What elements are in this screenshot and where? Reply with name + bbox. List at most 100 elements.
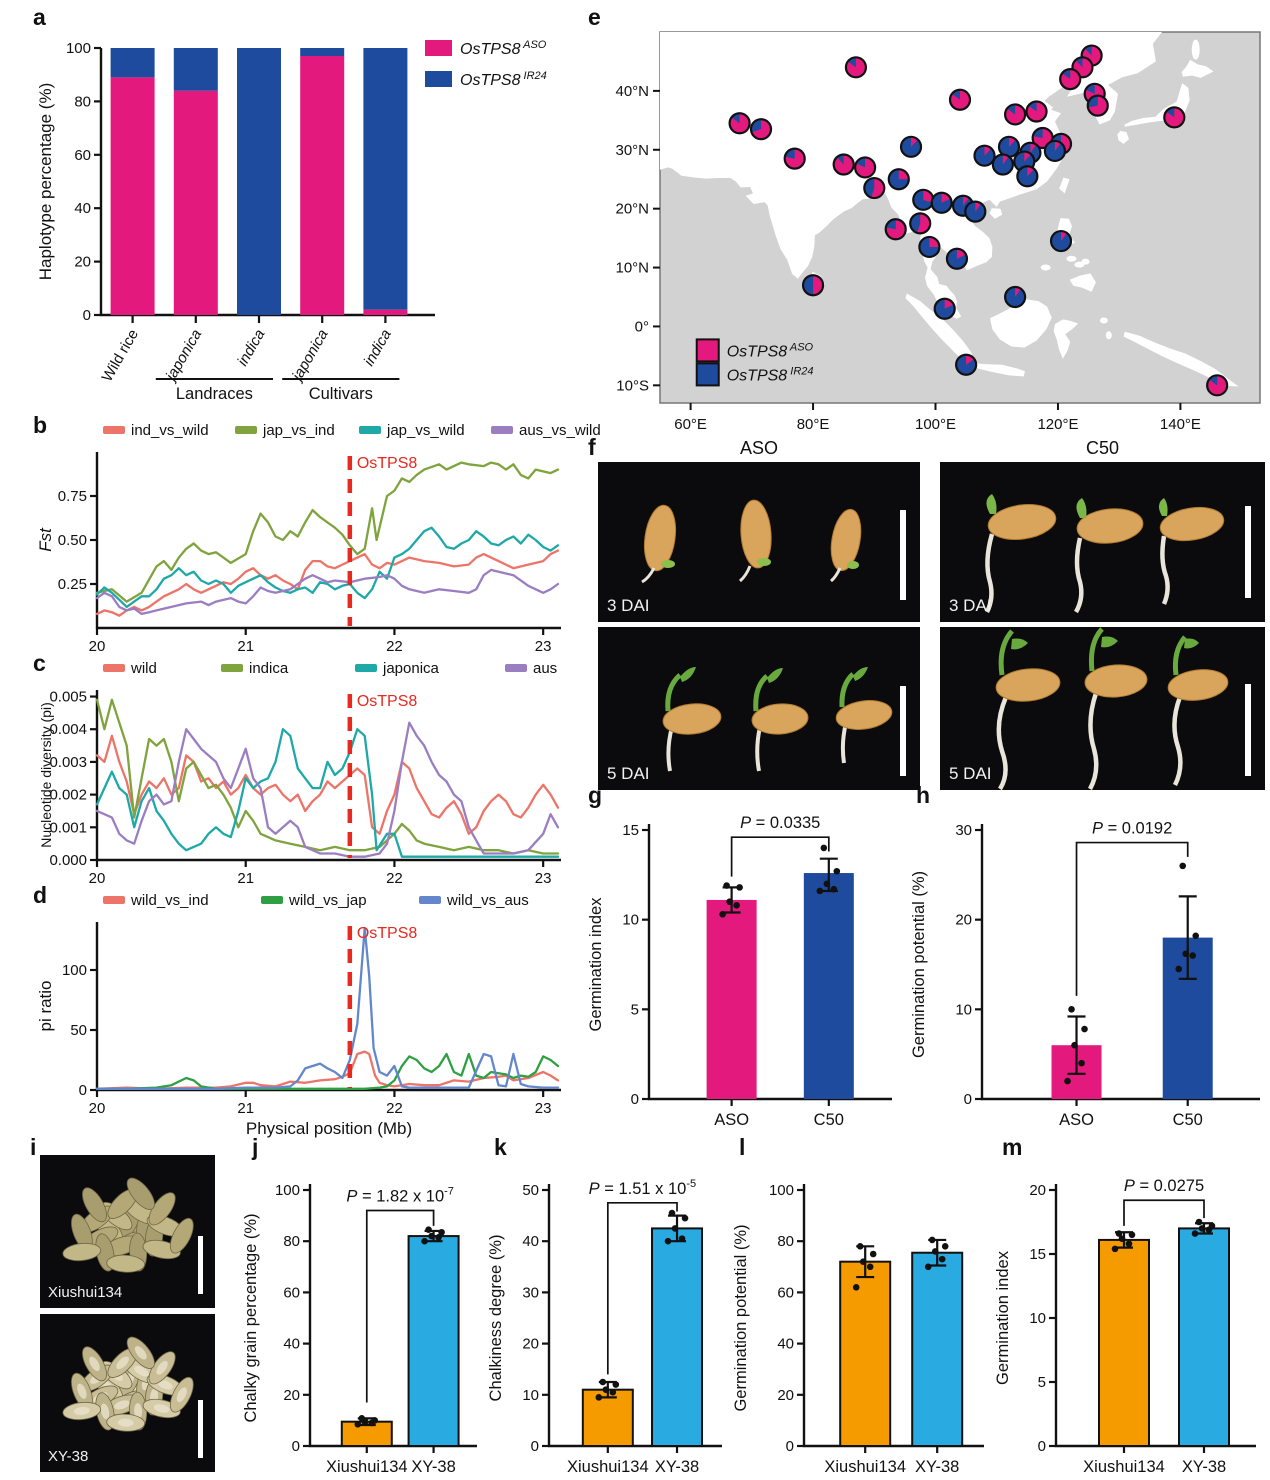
scale-bar [198,1400,203,1458]
svg-text:wild_vs_aus: wild_vs_aus [446,892,529,909]
panel-label-c: c [33,650,46,676]
svg-text:0°: 0° [635,318,649,335]
svg-text:P = 0.0192: P = 0.0192 [1092,820,1172,838]
svg-text:20°N: 20°N [615,201,649,218]
svg-text:P = 1.51 x 10-5: P = 1.51 x 10-5 [589,1178,697,1198]
svg-text:80°E: 80°E [797,416,830,433]
photo-c50-3dai: 3 DAI [940,462,1265,622]
panel-label-d: d [33,882,48,908]
svg-text:Landraces: Landraces [176,385,253,403]
svg-text:20: 20 [89,870,106,887]
panel-label-b: b [33,412,48,438]
svg-text:20: 20 [1029,1182,1046,1199]
svg-text:100: 100 [275,1182,300,1199]
svg-text:60: 60 [74,147,91,164]
svg-text:OsTPS8: OsTPS8 [357,455,418,472]
time-label: 5 DAI [607,764,650,783]
svg-text:100: 100 [769,1182,794,1199]
svg-text:P = 1.82 x 10-7: P = 1.82 x 10-7 [346,1185,454,1205]
svg-text:Germination index: Germination index [587,897,605,1032]
svg-text:10°S: 10°S [616,377,649,394]
svg-text:60: 60 [283,1284,300,1301]
svg-text:20: 20 [74,254,91,271]
svg-text:21: 21 [237,1100,254,1117]
seed-illustration [662,667,893,772]
svg-text:10: 10 [522,1387,539,1404]
svg-text:40: 40 [74,200,91,217]
svg-text:japonica: japonica [288,327,332,386]
time-label: 5 DAI [949,764,992,783]
column-header-aso: ASO [739,438,778,458]
photo-xy38-grains: XY-38 [40,1314,215,1472]
svg-text:20: 20 [955,912,972,929]
panel-label-f: f [588,434,596,460]
svg-text:Xiushui134: Xiushui134 [326,1458,408,1476]
svg-text:pi ratio: pi ratio [36,980,55,1031]
germination-potential-xiushui-bar-chart: 0 20 40 60 80 100 Germination potential (%) Xiu… [732,1182,984,1476]
svg-text:wild_vs_ind: wild_vs_ind [130,892,209,909]
svg-text:20: 20 [283,1387,300,1404]
svg-text:21: 21 [237,638,254,655]
svg-text:P = 0.0275: P = 0.0275 [1124,1177,1204,1195]
svg-text:20: 20 [89,1100,106,1117]
svg-text:XY-38: XY-38 [915,1458,959,1476]
svg-text:0.50: 0.50 [58,532,87,549]
svg-text:100: 100 [62,962,87,979]
seed-illustration [995,627,1229,790]
scale-bar [1245,506,1251,598]
svg-text:0: 0 [79,1082,87,1099]
germination-index-bar-chart: 0 5 10 15 Germination index ASO C50 P = 0.0335 [587,814,892,1129]
variety-label: XY-38 [48,1448,89,1465]
svg-text:20: 20 [777,1387,794,1404]
svg-text:30: 30 [955,822,972,839]
svg-text:30: 30 [522,1284,539,1301]
svg-text:indica: indica [361,327,395,369]
svg-text:5: 5 [631,1001,639,1018]
svg-text:XY-38: XY-38 [655,1458,699,1476]
svg-text:20: 20 [89,638,106,655]
grain-illustration [62,1336,194,1432]
svg-text:OsTPS8 IR24: OsTPS8 IR24 [727,365,814,384]
svg-text:Wild rice: Wild rice [99,327,142,385]
time-label: 3 DAI [607,596,650,615]
svg-text:0.000: 0.000 [49,852,87,869]
svg-text:japonica: japonica [382,660,440,677]
svg-text:OsTPS8 IR24: OsTPS8 IR24 [460,70,547,89]
variety-label: Xiushui134 [48,1284,123,1301]
scale-bar [1245,684,1251,776]
svg-text:23: 23 [535,638,552,655]
seed-illustration [984,494,1225,614]
svg-text:ASO: ASO [714,1111,749,1129]
svg-text:50: 50 [522,1182,539,1199]
svg-text:60: 60 [777,1284,794,1301]
scale-bar [900,686,906,776]
haplotype-distribution-map: 40°N 30°N 20°N 10°N 0° 10°S 60°E 80°E 100°E 120°E… [615,31,1261,433]
panel-label-e: e [588,4,601,30]
svg-text:23: 23 [535,870,552,887]
svg-text:20: 20 [522,1336,539,1353]
svg-text:Haplotype percentage (%): Haplotype percentage (%) [36,83,55,281]
svg-text:0.004: 0.004 [49,721,87,738]
svg-text:C50: C50 [1173,1111,1203,1129]
svg-text:10°N: 10°N [615,260,649,277]
svg-text:50: 50 [70,1022,87,1039]
svg-text:0.001: 0.001 [49,819,87,836]
svg-text:wild_vs_jap: wild_vs_jap [288,892,367,909]
svg-text:Nucleotide diversity (pi): Nucleotide diversity (pi) [38,702,54,848]
svg-text:40: 40 [777,1336,794,1353]
svg-text:40: 40 [522,1233,539,1250]
svg-text:OsTPS8 ASO: OsTPS8 ASO [727,341,814,360]
svg-text:ASO: ASO [1059,1111,1094,1129]
germination-potential-bar-chart: 0 10 20 30 Germination potential (%) ASO C50 P … [910,820,1260,1129]
svg-text:0.002: 0.002 [49,787,87,804]
svg-text:OsTPS8: OsTPS8 [357,693,418,710]
svg-text:aus: aus [533,660,557,677]
svg-text:0.005: 0.005 [49,689,87,706]
svg-text:80: 80 [777,1233,794,1250]
svg-text:21: 21 [237,870,254,887]
svg-text:10: 10 [1029,1310,1046,1327]
svg-text:100: 100 [66,40,91,57]
svg-text:15: 15 [1029,1246,1046,1263]
svg-text:80: 80 [74,93,91,110]
svg-text:P = 0.0335: P = 0.0335 [740,814,820,832]
